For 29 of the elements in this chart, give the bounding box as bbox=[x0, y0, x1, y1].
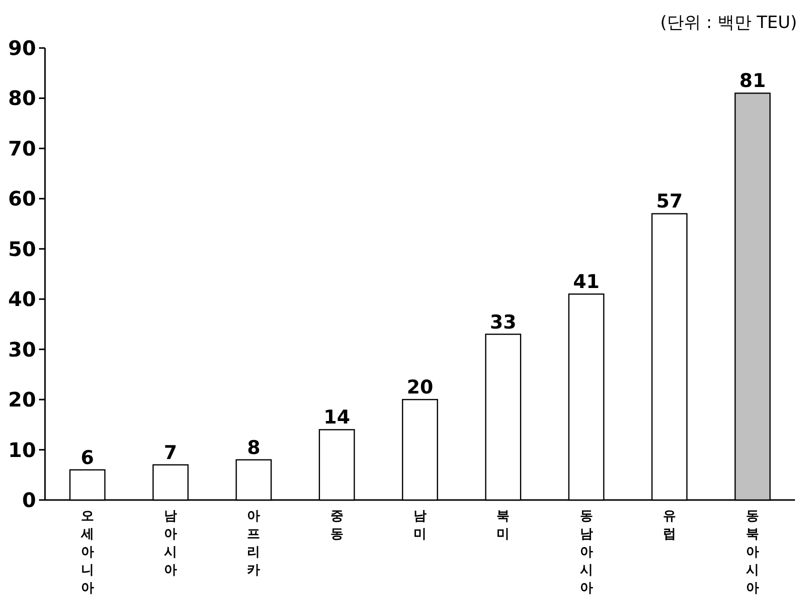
x-tick-label: 동북아시아 bbox=[746, 509, 760, 596]
y-tick-label: 30 bbox=[8, 337, 36, 362]
y-tick-label: 80 bbox=[8, 86, 36, 110]
x-tick-label: 동남아시아 bbox=[580, 509, 593, 596]
y-tick-label: 10 bbox=[8, 438, 36, 462]
text: (단위 : 백만 TEU) bbox=[660, 13, 797, 33]
y-tick-label: 50 bbox=[8, 236, 36, 261]
x-tick-label: 오세아니아 bbox=[80, 509, 94, 596]
x-tick-label: 북미 bbox=[496, 509, 510, 542]
data-label: 33 bbox=[490, 311, 516, 334]
x-tick-label: 남미 bbox=[414, 509, 426, 542]
y-tick-label: 40 bbox=[8, 287, 36, 312]
x-tick-label: 아프리카 bbox=[247, 509, 260, 578]
data-label: 6 bbox=[80, 446, 94, 469]
data-label: 41 bbox=[573, 271, 600, 294]
data-label: 8 bbox=[247, 436, 260, 459]
y-tick-label: 0 bbox=[22, 488, 36, 512]
x-tick-label: 유럽 bbox=[662, 509, 676, 542]
y-tick-label: 90 bbox=[8, 36, 36, 60]
data-label: 81 bbox=[739, 70, 766, 92]
x-tick-label: 중동 bbox=[330, 509, 344, 542]
data-label: 57 bbox=[656, 190, 683, 213]
x-tick-label: 남아시아 bbox=[164, 509, 178, 578]
y-tick-label: 60 bbox=[8, 186, 36, 211]
y-tick-label: 20 bbox=[8, 388, 36, 412]
data-label: 20 bbox=[406, 376, 434, 399]
data-label: 7 bbox=[164, 442, 178, 464]
y-tick-label: 70 bbox=[8, 136, 36, 160]
data-label: 14 bbox=[324, 406, 350, 429]
